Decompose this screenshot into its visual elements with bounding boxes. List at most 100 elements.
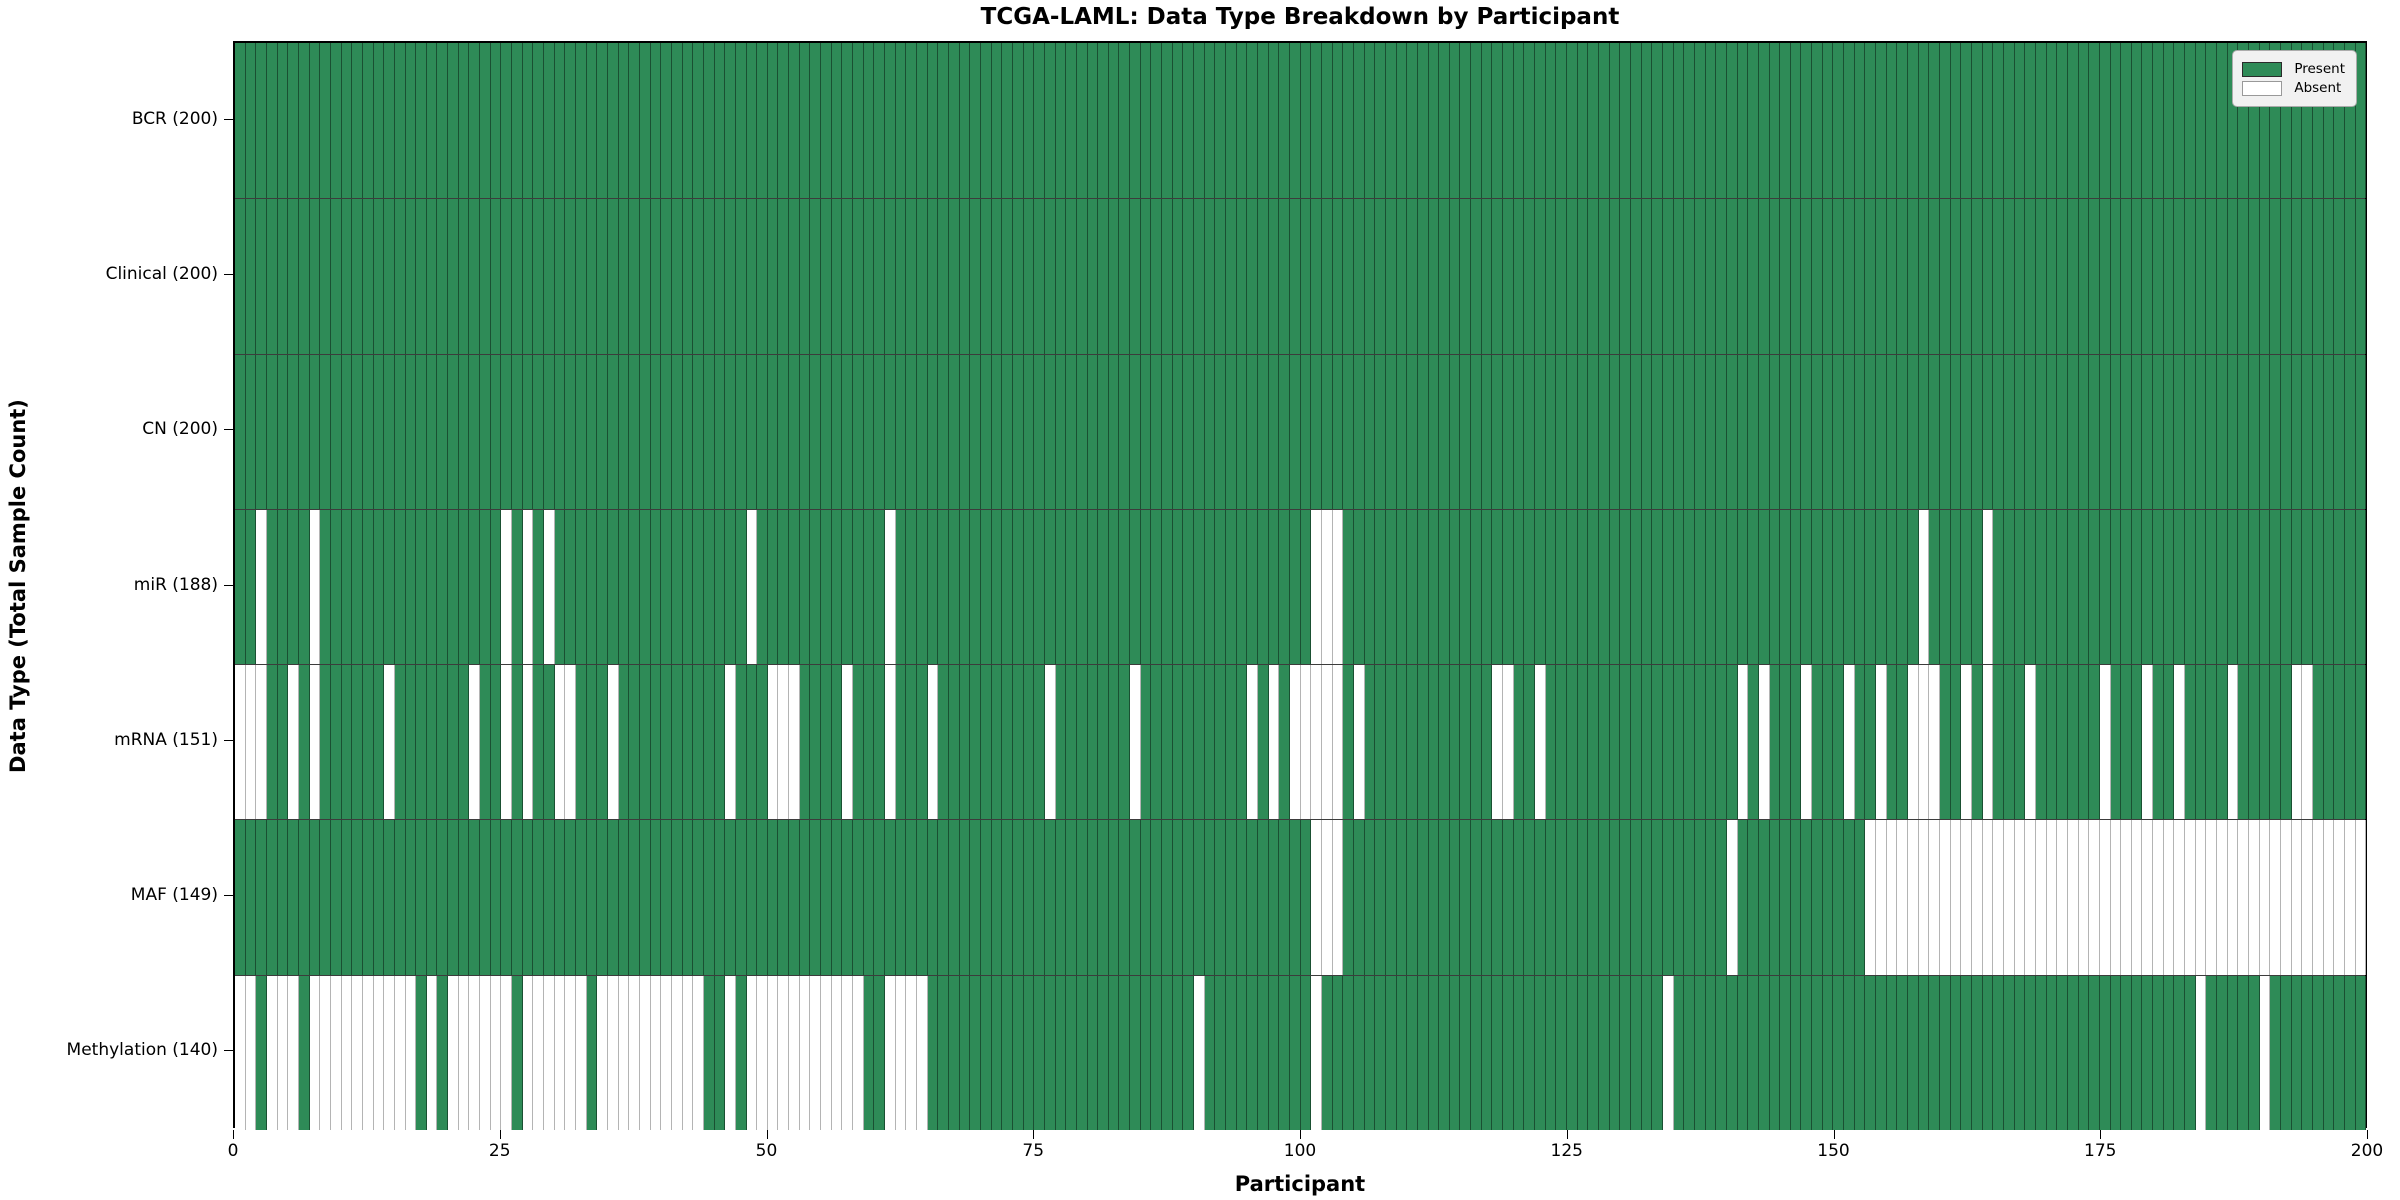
legend-entry-absent: Absent <box>2242 80 2345 96</box>
heatmap-cell <box>2270 354 2281 509</box>
heatmap-cell <box>1300 820 1312 975</box>
heatmap-cell <box>1812 820 1823 975</box>
heatmap-cell <box>757 199 768 354</box>
heatmap-cell <box>714 354 726 509</box>
heatmap-cell <box>639 509 651 665</box>
heatmap-cell <box>1172 820 1184 975</box>
heatmap-cell <box>1247 509 1258 665</box>
heatmap-cell <box>1098 975 1109 1130</box>
heatmap-cell <box>1321 820 1333 975</box>
heatmap-cell <box>2344 665 2356 820</box>
heatmap-cell <box>2153 975 2164 1130</box>
heatmap-cell <box>1897 820 1909 975</box>
heatmap-cell <box>895 820 907 975</box>
heatmap-cell <box>1215 975 1227 1130</box>
heatmap-cell <box>650 43 662 199</box>
heatmap-cell <box>2035 199 2047 354</box>
heatmap-cell <box>1833 509 1845 665</box>
heatmap-cell <box>2270 199 2281 354</box>
heatmap-cell <box>256 820 267 975</box>
heatmap-cell <box>320 354 331 509</box>
heatmap-cell <box>490 975 502 1130</box>
heatmap-cell <box>1279 199 1290 354</box>
y-tick-label-Clinical: Clinical (200) <box>105 263 218 284</box>
heatmap-cell <box>831 354 843 509</box>
heatmap-cell <box>671 975 683 1130</box>
heatmap-cell <box>917 43 928 199</box>
heatmap-cell <box>1087 509 1099 665</box>
heatmap-cell <box>2131 354 2143 509</box>
heatmap-cell <box>1332 43 1344 199</box>
heatmap-cell <box>2057 43 2068 199</box>
heatmap-cell <box>1950 199 1962 354</box>
heatmap-cell <box>831 975 843 1130</box>
heatmap-cell <box>1087 199 1099 354</box>
heatmap-cell <box>576 665 587 820</box>
heatmap-cell <box>831 820 843 975</box>
heatmap-cell <box>501 199 513 354</box>
heatmap-cell <box>2121 975 2132 1130</box>
heatmap-cell <box>1769 43 1781 199</box>
heatmap-cell <box>1769 509 1781 665</box>
heatmap-cell <box>1513 509 1525 665</box>
heatmap-cell <box>266 354 278 509</box>
heatmap-cell <box>1567 354 1578 509</box>
heatmap-cell <box>1300 199 1312 354</box>
heatmap-cell <box>2249 354 2260 509</box>
heatmap-cell <box>2121 665 2132 820</box>
heatmap-cell <box>1034 354 1045 509</box>
heatmap-cell <box>1119 820 1131 975</box>
heatmap-cell <box>746 975 758 1130</box>
heatmap-cell <box>874 975 886 1130</box>
heatmap-cell <box>1971 354 1983 509</box>
heatmap-cell <box>1673 975 1685 1130</box>
heatmap-cell <box>1300 354 1312 509</box>
heatmap-cell <box>693 199 704 354</box>
heatmap-cell <box>885 199 896 354</box>
heatmap-cell <box>1055 43 1067 199</box>
heatmap-cell <box>341 509 353 665</box>
heatmap-cell <box>703 975 715 1130</box>
heatmap-cell <box>1353 354 1365 509</box>
heatmap-cell <box>2334 975 2345 1130</box>
heatmap-cell <box>1833 354 1845 509</box>
heatmap-cell <box>1258 665 1269 820</box>
heatmap-cell <box>1556 820 1568 975</box>
heatmap-cell <box>1268 975 1280 1130</box>
y-axis-label: Data Type (Total Sample Count) <box>6 399 30 773</box>
heatmap-cell <box>1609 43 1621 199</box>
heatmap-cell <box>1194 43 1205 199</box>
heatmap-cell <box>235 43 246 199</box>
heatmap-cell <box>1748 975 1759 1130</box>
legend-present-label: Present <box>2294 61 2345 77</box>
heatmap-cell <box>2142 354 2154 509</box>
heatmap-cell <box>1918 975 1930 1130</box>
heatmap-cell <box>2121 199 2132 354</box>
x-tick-label-150: 150 <box>1817 1141 1850 1161</box>
heatmap-cell <box>2238 199 2250 354</box>
heatmap-cell <box>1748 509 1759 665</box>
heatmap-cell <box>1513 820 1525 975</box>
heatmap-cell <box>650 820 662 975</box>
heatmap-cell <box>458 199 470 354</box>
heatmap-cell <box>1524 509 1536 665</box>
heatmap-cell <box>1407 665 1418 820</box>
heatmap-cell <box>2089 665 2100 820</box>
heatmap-cell <box>2046 199 2058 354</box>
heatmap-cell <box>778 975 790 1130</box>
heatmap-cell <box>1289 43 1301 199</box>
heatmap-cell <box>512 199 523 354</box>
heatmap-cell <box>2238 354 2250 509</box>
heatmap-cell <box>1993 199 2004 354</box>
heatmap-cell <box>1993 665 2004 820</box>
heatmap-cell <box>1428 354 1440 509</box>
heatmap-cell <box>1876 665 1887 820</box>
x-tick-label-200: 200 <box>2350 1141 2384 1161</box>
heatmap-cell <box>874 354 886 509</box>
heatmap-cell <box>2046 975 2058 1130</box>
heatmap-cell <box>757 975 768 1130</box>
x-tick-mark <box>1300 1130 1301 1139</box>
heatmap-cell <box>2227 43 2239 199</box>
heatmap-cell <box>597 665 608 820</box>
heatmap-cell <box>1183 509 1195 665</box>
